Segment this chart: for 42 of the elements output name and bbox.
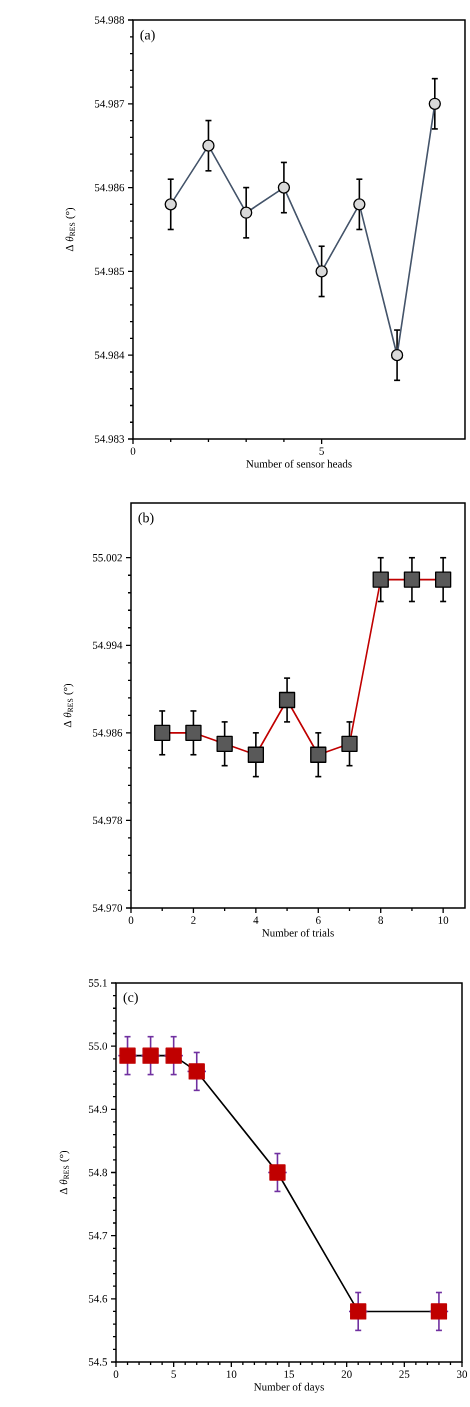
x-tick-label: 8: [378, 916, 384, 924]
y-tick-label: 54.6: [88, 1295, 108, 1303]
x-tick-label: 0: [128, 916, 134, 924]
y-tick-label: 55.1: [88, 979, 107, 987]
x-axis-title: Number of days: [254, 1382, 324, 1393]
x-tick-label: 4: [253, 916, 259, 924]
x-tick-label: 5: [319, 447, 324, 455]
x-tick-label: 10: [226, 1370, 237, 1378]
x-tick-label: 0: [130, 447, 136, 455]
y-axis-title: Δ θ$_{RES}$ (°): [65, 207, 76, 252]
y-tick-label: 54.985: [94, 267, 125, 276]
y-tick-label: 55.0: [88, 1042, 108, 1050]
y-tick-label: 54.5: [88, 1358, 108, 1366]
y-tick-label: 54.987: [94, 100, 125, 108]
y-tick-label: 54.986: [92, 729, 123, 737]
y-tick-label: 54.970: [92, 904, 123, 912]
y-tick-label: 54.8: [88, 1168, 108, 1177]
y-axis-title: Δ θ$_{RES}$ (°): [59, 1150, 70, 1195]
y-tick-label: 54.986: [94, 183, 125, 192]
y-tick-label: 54.988: [94, 16, 125, 24]
x-tick-label: 2: [191, 916, 196, 924]
x-tick-label: 20: [341, 1370, 352, 1378]
x-tick-label: 10: [438, 916, 449, 924]
annotation: (b): [138, 512, 154, 526]
x-axis-title: Number of sensor heads: [246, 459, 352, 468]
y-axis-title: Δ θ$_{RES}$ (°): [63, 683, 74, 728]
x-tick-label: 30: [457, 1370, 468, 1378]
x-tick-label: 25: [399, 1370, 410, 1378]
y-tick-label: 54.9: [88, 1105, 108, 1114]
x-tick-label: 0: [113, 1370, 119, 1378]
y-tick-label: 54.994: [92, 641, 123, 649]
x-tick-label: 5: [171, 1370, 176, 1378]
y-tick-label: 54.983: [94, 435, 125, 443]
x-axis-title: Number of trials: [262, 928, 334, 937]
annotation: (a): [140, 29, 155, 43]
annotation: (c): [123, 992, 138, 1005]
x-tick-label: 15: [284, 1370, 295, 1378]
x-tick-label: 6: [316, 916, 321, 924]
y-tick-label: 55.002: [92, 554, 122, 562]
y-tick-label: 54.978: [92, 816, 123, 825]
y-tick-label: 54.7: [88, 1231, 108, 1240]
y-tick-label: 54.984: [94, 351, 125, 359]
